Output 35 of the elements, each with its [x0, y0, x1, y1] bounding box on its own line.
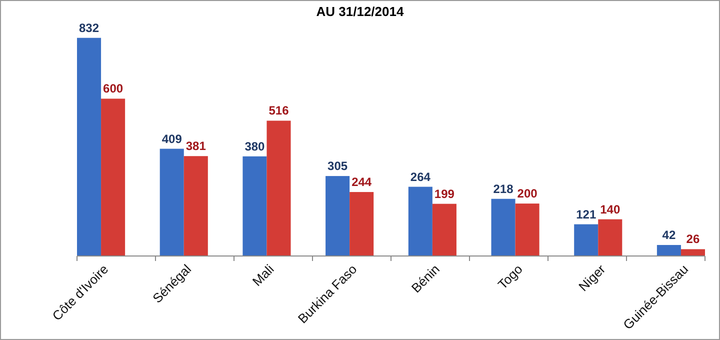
data-label: 600 — [103, 82, 124, 96]
x-tick-label: Mali — [249, 261, 277, 289]
data-label: 516 — [268, 104, 290, 118]
data-label: 380 — [244, 139, 266, 154]
data-label: 26 — [686, 232, 700, 246]
bar — [432, 204, 456, 256]
data-label: 832 — [79, 20, 100, 35]
data-label: 305 — [328, 159, 348, 174]
bar — [326, 176, 350, 256]
bar — [77, 38, 102, 256]
bar — [350, 192, 374, 256]
bar — [656, 244, 681, 256]
data-label: 218 — [493, 182, 514, 196]
bar — [184, 156, 208, 256]
bar — [598, 219, 622, 256]
bar — [491, 198, 516, 256]
data-label: 121 — [576, 207, 596, 222]
data-label: 264 — [410, 170, 431, 184]
bar — [242, 156, 267, 256]
data-label: 140 — [600, 202, 620, 216]
bar — [574, 224, 598, 256]
data-label: 199 — [434, 186, 455, 201]
data-label: 244 — [352, 175, 372, 190]
bar — [160, 148, 184, 256]
bar — [266, 120, 291, 256]
chart-title: AU 31/12/2014 — [316, 4, 404, 19]
data-label: 200 — [517, 186, 538, 201]
bar — [680, 249, 705, 256]
data-label: 42 — [662, 228, 676, 242]
bar — [515, 204, 540, 256]
bar — [408, 186, 432, 256]
data-label: 409 — [162, 132, 182, 146]
x-tick-label: Togo — [494, 262, 526, 292]
data-label: 381 — [186, 139, 206, 154]
bar — [101, 98, 126, 256]
